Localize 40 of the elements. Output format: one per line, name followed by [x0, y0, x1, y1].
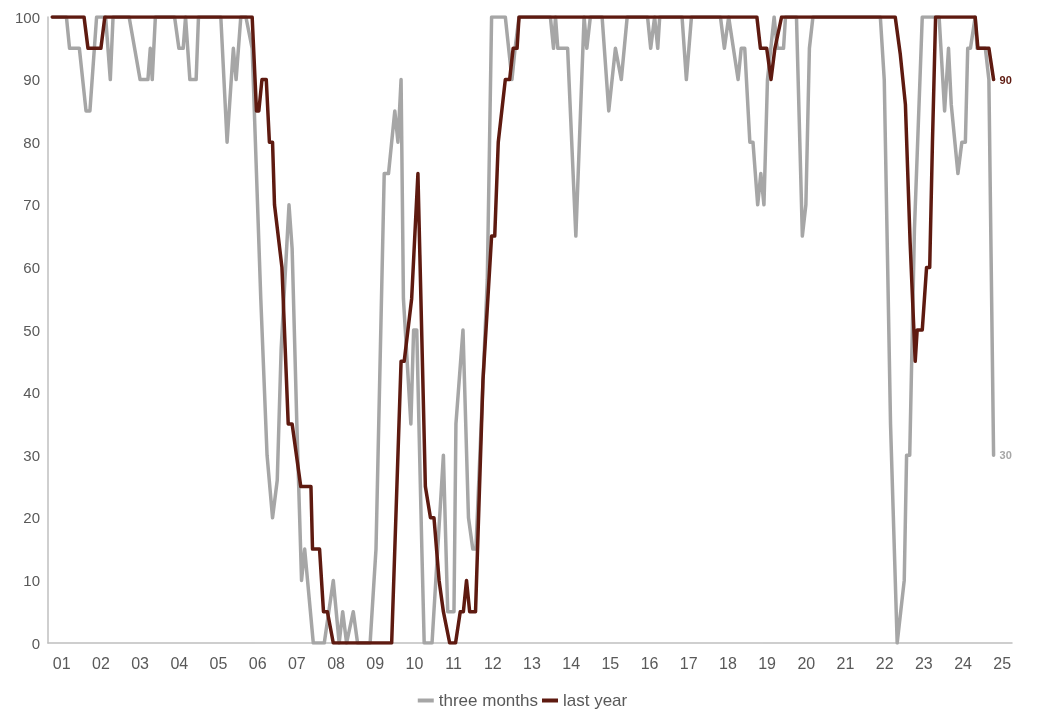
- x-tick-label: 18: [719, 654, 737, 672]
- data-label: 30: [999, 449, 1012, 462]
- legend-label: three months: [438, 691, 538, 710]
- x-tick-label: 14: [562, 654, 581, 672]
- x-tick-label: 23: [914, 654, 933, 672]
- x-tick-label: 21: [836, 654, 855, 672]
- x-tick-label: 05: [209, 654, 228, 672]
- x-tick-label: 13: [523, 654, 541, 672]
- y-tick-label: 10: [23, 571, 40, 589]
- x-tick-label: 02: [92, 654, 110, 672]
- x-tick-label: 16: [640, 654, 659, 672]
- x-tick-label: 20: [797, 654, 816, 672]
- x-tick-label: 19: [758, 654, 777, 672]
- x-tick-label: 24: [954, 654, 973, 672]
- x-tick-label: 09: [366, 654, 385, 672]
- y-tick-label: 50: [23, 321, 40, 339]
- x-tick-label: 11: [445, 654, 462, 672]
- x-tick-label: 06: [248, 654, 267, 672]
- legend-label: last year: [562, 691, 628, 710]
- x-tick-label: 04: [170, 654, 189, 672]
- x-tick-label: 01: [52, 654, 71, 672]
- y-tick-label: 40: [23, 384, 40, 402]
- y-tick-label: 90: [23, 71, 40, 89]
- x-tick-label: 07: [287, 654, 306, 672]
- y-tick-label: 60: [23, 258, 40, 276]
- x-tick-label: 03: [131, 654, 150, 672]
- y-tick-label: 0: [31, 634, 40, 652]
- x-tick-label: 25: [993, 654, 1012, 672]
- y-tick-label: 30: [23, 446, 40, 464]
- x-tick-label: 15: [601, 654, 620, 672]
- y-tick-label: 70: [23, 196, 40, 214]
- x-tick-label: 22: [875, 654, 894, 672]
- y-tick-label: 80: [23, 133, 40, 151]
- x-tick-label: 17: [679, 654, 698, 672]
- y-tick-label: 20: [23, 509, 40, 527]
- x-tick-label: 08: [327, 654, 346, 672]
- x-tick-label: 12: [483, 654, 502, 672]
- x-tick-label: 10: [405, 654, 424, 672]
- y-tick-label: 100: [14, 8, 40, 26]
- data-label: 90: [999, 73, 1012, 86]
